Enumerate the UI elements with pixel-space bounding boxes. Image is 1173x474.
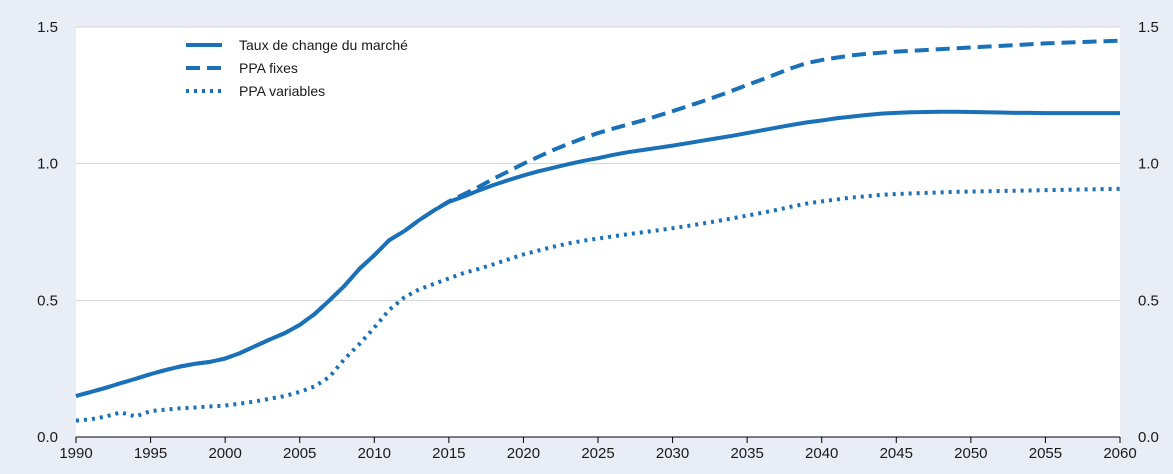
series-layer — [75, 38, 1121, 423]
x-tick-label: 2055 — [1029, 445, 1062, 462]
x-tick-label: 2020 — [507, 445, 540, 462]
x-tick-label: 2030 — [656, 445, 689, 462]
x-tick-label: 2005 — [283, 445, 316, 462]
x-tick-label: 2015 — [432, 445, 465, 462]
x-tick-label: 2035 — [730, 445, 763, 462]
axes: 0.0 0.0 0.5 0.5 1.0 1.0 1.5 1.5 1990 1995 2000 2005… — [37, 19, 1159, 462]
x-tick-label: 2040 — [805, 445, 838, 462]
legend: Taux de change du marché PPA fixes PPA var… — [186, 37, 408, 99]
legend-label: Taux de change du marché — [239, 37, 408, 53]
series-line-ppp-fixed — [75, 38, 1121, 398]
x-tick-label: 2025 — [581, 445, 614, 462]
plot-area — [76, 27, 1120, 437]
grid-lines — [76, 26, 1120, 301]
x-tick-label: 1990 — [59, 445, 92, 462]
y-tick-label-left: 0.0 — [37, 429, 58, 446]
x-tick-label: 2060 — [1103, 445, 1136, 462]
x-tick-label: 2045 — [880, 445, 913, 462]
x-tick-label: 2010 — [358, 445, 391, 462]
y-tick-label-right: 0.0 — [1138, 429, 1159, 446]
y-tick-label-left: 0.5 — [37, 292, 58, 309]
legend-label: PPA variables — [239, 83, 325, 99]
y-tick-label-right: 1.0 — [1138, 156, 1159, 173]
x-tick-label: 2050 — [954, 445, 987, 462]
x-tick-label: 1995 — [134, 445, 167, 462]
series-line-ppp-variable — [75, 186, 1121, 423]
x-tick-label: 2000 — [208, 445, 241, 462]
y-tick-label-left: 1.5 — [37, 19, 58, 36]
legend-label: PPA fixes — [239, 60, 298, 76]
y-tick-label-left: 1.0 — [37, 156, 58, 173]
y-tick-label-right: 0.5 — [1138, 292, 1159, 309]
y-tick-label-right: 1.5 — [1138, 19, 1159, 36]
